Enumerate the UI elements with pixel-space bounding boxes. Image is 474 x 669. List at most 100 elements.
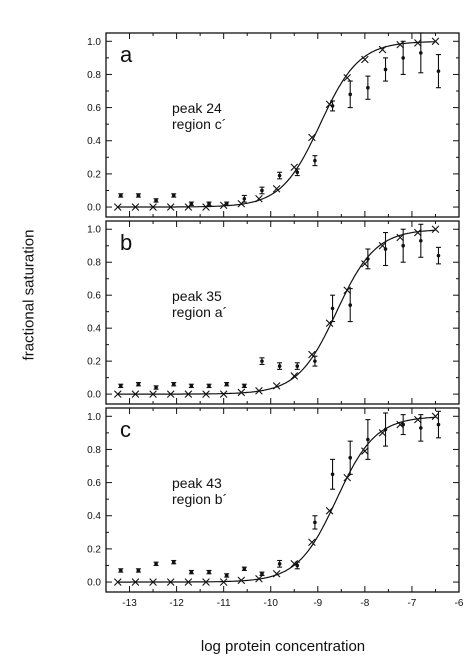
model-point [219, 390, 228, 398]
model-point [113, 203, 122, 211]
model-point [431, 225, 440, 234]
data-point [436, 422, 441, 427]
model-point [361, 447, 369, 455]
data-point [171, 382, 176, 387]
x-tick-label: -13 [122, 598, 137, 609]
data-point [366, 437, 370, 442]
y-tick-label: 0.4 [87, 136, 101, 147]
data-point [277, 562, 282, 566]
y-tick-label: 1.0 [87, 37, 101, 48]
model-point [343, 286, 352, 295]
model-point [113, 578, 122, 586]
model-point [308, 350, 316, 359]
model-point [361, 260, 369, 268]
panel-c: 0.0 0.2 0.4 0.6 0.8 1.0 -13 -12 -11 -10 -9 -8 -7 -6 c p… [87, 407, 464, 609]
fit-curve [117, 416, 436, 583]
y-tick-label: 0.4 [87, 324, 101, 335]
model-point [149, 203, 157, 211]
y-tick-label: 0.8 [87, 70, 101, 81]
data-point [348, 455, 353, 460]
y-tick-label: 0.0 [87, 203, 101, 214]
model-point [237, 199, 246, 208]
y-tick-label: 1.0 [87, 225, 101, 236]
y-tick-label: 0.2 [87, 544, 101, 555]
data-point [136, 193, 141, 198]
data-point [136, 568, 141, 573]
panel-annotation: peak 43 [172, 475, 222, 491]
data-point [436, 253, 441, 258]
model-point [202, 578, 210, 586]
model-point [202, 390, 210, 398]
data-point [207, 570, 211, 574]
panel-annotation: region a´ [172, 304, 227, 320]
plot-frame [105, 220, 460, 405]
y-tick-label: 0.8 [87, 258, 101, 269]
y-tick-label: 0.6 [87, 103, 101, 114]
data-point [419, 238, 423, 243]
model-point [308, 538, 316, 547]
model-point [272, 569, 281, 578]
model-point [290, 163, 299, 172]
data-point [313, 520, 317, 525]
data-point [242, 196, 247, 201]
data-point [348, 303, 353, 307]
y-tick-label: 1.0 [87, 412, 101, 423]
model-point [237, 388, 246, 397]
model-point [431, 412, 440, 421]
model-point [308, 133, 316, 142]
model-point [113, 390, 122, 398]
model-point [255, 194, 263, 203]
panel-letter: b [120, 230, 132, 255]
model-point [131, 390, 140, 398]
data-point [118, 568, 123, 573]
panel-letter: c [120, 417, 131, 442]
data-point [383, 427, 388, 432]
x-tick-label: -9 [313, 598, 322, 609]
data-point [224, 573, 229, 578]
model-point [396, 233, 404, 242]
model-point [343, 473, 352, 482]
y-tick-label: 0.8 [87, 445, 101, 456]
model-point [431, 37, 440, 46]
model-point [255, 574, 263, 583]
data-point [348, 92, 353, 97]
model-point [343, 73, 352, 82]
model-point [378, 45, 387, 54]
data-point [401, 56, 405, 60]
y-tick-label: 0.6 [87, 478, 101, 489]
panel-annotation: peak 24 [172, 100, 222, 116]
data-point [224, 382, 229, 387]
data-point [260, 571, 264, 576]
x-tick-label: -11 [217, 598, 231, 609]
model-point [166, 390, 175, 398]
data-point [207, 384, 211, 388]
data-point [295, 170, 300, 175]
data-point [154, 198, 158, 203]
model-point [255, 387, 263, 395]
data-point [118, 193, 123, 198]
model-point [396, 420, 404, 429]
data-point [189, 384, 194, 388]
data-point [118, 384, 123, 388]
data-point [242, 566, 247, 571]
model-point [219, 578, 228, 586]
x-tick-label: -10 [264, 598, 279, 609]
model-point [396, 40, 404, 49]
panel-annotation: peak 35 [172, 288, 222, 304]
panel-annotation: region b´ [172, 491, 227, 507]
model-point [414, 415, 422, 424]
data-point [366, 85, 370, 90]
model-point [272, 382, 281, 390]
model-point [272, 185, 281, 193]
model-point [131, 203, 140, 211]
model-point [325, 319, 334, 328]
data-point [277, 364, 282, 368]
x-tick-label: -7 [407, 598, 416, 609]
panel-letter: a [120, 42, 133, 67]
data-point [154, 385, 158, 390]
x-tick-label: -12 [169, 598, 184, 609]
